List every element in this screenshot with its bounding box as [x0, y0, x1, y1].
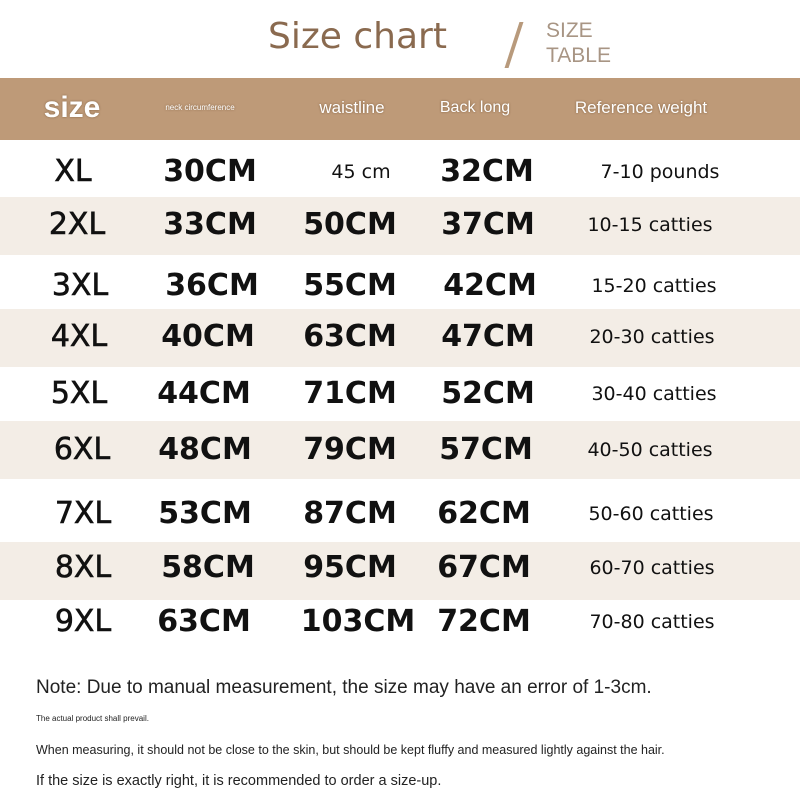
cell-back: 57CM: [439, 432, 533, 467]
cell-waist: 95CM: [303, 550, 397, 585]
cell-neck: 53CM: [158, 496, 252, 531]
cell-back: 32CM: [440, 154, 534, 189]
cell-size: 7XL: [54, 496, 112, 532]
cell-size: 5XL: [50, 376, 108, 412]
cell-waist: 71CM: [303, 376, 397, 411]
cell-back: 52CM: [441, 376, 535, 411]
cell-neck: 36CM: [165, 268, 259, 303]
cell-weight: 10-15 catties: [587, 214, 713, 236]
cell-weight: 20-30 catties: [589, 326, 715, 348]
cell-waist: 45 cm: [331, 161, 391, 183]
cell-weight: 15-20 catties: [591, 275, 717, 297]
cell-back: 67CM: [437, 550, 531, 585]
cell-waist: 55CM: [303, 268, 397, 303]
row-band: [0, 421, 800, 479]
cell-neck: 48CM: [158, 432, 252, 467]
cell-waist: 87CM: [303, 496, 397, 531]
cell-weight: 60-70 catties: [589, 557, 715, 579]
cell-waist: 50CM: [303, 207, 397, 242]
subtitle: SIZE TABLE: [546, 18, 611, 68]
row-band: [0, 542, 800, 600]
table-row: 2XL 33CM 50CM 37CM 10-15 catties: [0, 198, 800, 252]
subtitle-line-2: TABLE: [546, 44, 611, 67]
cell-size: 2XL: [48, 207, 106, 243]
table-row: 9XL 63CM 103CM 72CM 70-80 catties: [0, 595, 800, 649]
header-neck: neck circumference: [165, 103, 235, 112]
cell-neck: 58CM: [161, 550, 255, 585]
cell-weight: 30-40 catties: [591, 383, 717, 405]
header-size: size: [43, 91, 101, 124]
cell-waist: 103CM: [300, 604, 416, 639]
table-row: XL 30CM 45 cm 32CM 7-10 pounds: [0, 145, 800, 199]
cell-back: 37CM: [441, 207, 535, 242]
cell-back: 72CM: [437, 604, 531, 639]
cell-weight: 40-50 catties: [587, 439, 713, 461]
cell-waist: 63CM: [303, 319, 397, 354]
cell-size: 4XL: [50, 319, 108, 355]
note-sizeup: If the size is exactly right, it is reco…: [36, 773, 442, 789]
cell-neck: 30CM: [163, 154, 257, 189]
row-band: [0, 309, 800, 367]
cell-neck: 33CM: [163, 207, 257, 242]
header-back: Back long: [439, 99, 511, 116]
cell-neck: 44CM: [157, 376, 251, 411]
cell-neck: 40CM: [161, 319, 255, 354]
cell-weight: 7-10 pounds: [600, 161, 720, 183]
cell-size: 8XL: [54, 550, 112, 586]
cell-size: XL: [54, 154, 92, 190]
note-prevail: The actual product shall prevail.: [36, 714, 149, 723]
cell-back: 42CM: [443, 268, 537, 303]
header-waist: waistline: [319, 98, 385, 117]
cell-size: 6XL: [53, 432, 111, 468]
note-main: Note: Due to manual measurement, the siz…: [36, 677, 652, 698]
table-row: 7XL 53CM 87CM 62CM 50-60 catties: [0, 487, 800, 541]
table-header: size neck circumference waistline Back l…: [0, 78, 800, 140]
slash-divider: [504, 22, 524, 68]
cell-neck: 63CM: [157, 604, 251, 639]
header-weight: Reference weight: [574, 98, 708, 117]
cell-back: 62CM: [437, 496, 531, 531]
cell-size: 9XL: [54, 604, 112, 640]
subtitle-line-1: SIZE: [546, 19, 593, 42]
table-row: 4XL 40CM 63CM 47CM 20-30 catties: [0, 310, 800, 364]
page-title: Size chart: [268, 16, 447, 57]
cell-weight: 50-60 catties: [588, 503, 714, 525]
table-row: 8XL 58CM 95CM 67CM 60-70 catties: [0, 541, 800, 595]
cell-size: 3XL: [51, 268, 109, 304]
cell-weight: 70-80 catties: [589, 611, 715, 633]
table-row: 3XL 36CM 55CM 42CM 15-20 catties: [0, 259, 800, 313]
cell-back: 47CM: [441, 319, 535, 354]
table-row: 5XL 44CM 71CM 52CM 30-40 catties: [0, 367, 800, 421]
row-band: [0, 197, 800, 255]
cell-waist: 79CM: [303, 432, 397, 467]
table-row: 6XL 48CM 79CM 57CM 40-50 catties: [0, 423, 800, 477]
note-measuring: When measuring, it should not be close t…: [36, 743, 665, 757]
